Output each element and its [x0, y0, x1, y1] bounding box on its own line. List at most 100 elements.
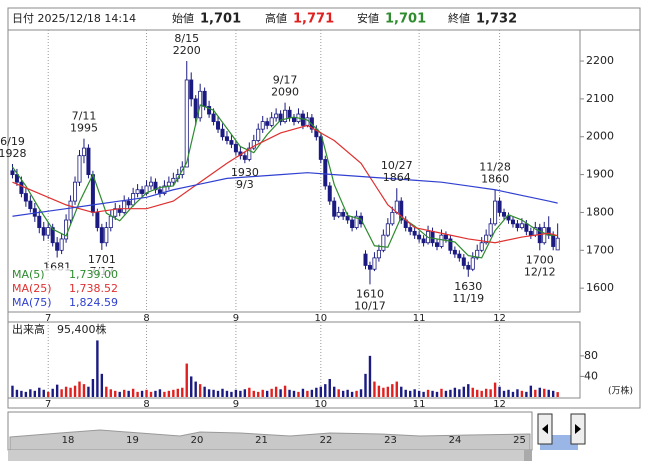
volume-bar: [234, 389, 238, 397]
header-value: 1,732: [476, 12, 517, 27]
candle-body: [193, 98, 198, 119]
y-tick-label: 1600: [586, 281, 614, 294]
annotation-date: 10/17: [354, 299, 386, 312]
navigator-label: 23: [384, 435, 397, 446]
candle-body: [73, 181, 78, 202]
candle-body: [318, 136, 323, 160]
volume-bar: [511, 391, 515, 397]
y-tick-label: 2000: [586, 130, 614, 143]
scrollbar-track[interactable]: [8, 450, 524, 461]
volume-bar: [382, 387, 385, 397]
volume-bar: [38, 387, 41, 397]
candle-body: [247, 147, 252, 160]
volume-unit: (万株): [608, 385, 633, 397]
volume-bar: [529, 385, 533, 397]
volume-bar: [431, 390, 434, 397]
candle-body: [519, 223, 524, 228]
candle-body: [55, 242, 60, 251]
candle-body: [555, 237, 560, 251]
volume-bar: [243, 389, 247, 397]
x-tick-label: 12: [493, 399, 506, 410]
volume-bar: [534, 389, 537, 397]
volume-latest: 95,400株: [57, 322, 107, 336]
volume-bar: [350, 391, 354, 397]
volume-bar: [377, 385, 381, 397]
volume-bar: [444, 390, 448, 397]
volume-bar: [203, 386, 206, 397]
candle-body: [417, 234, 422, 240]
volume-bar: [288, 389, 291, 397]
volume-bar: [33, 390, 37, 397]
candle-body: [10, 170, 15, 175]
volume-bar: [15, 389, 19, 397]
legend-value: 1,739.00: [69, 268, 118, 281]
volume-bar: [265, 390, 269, 397]
candle-body: [475, 249, 480, 259]
candle-body: [68, 200, 73, 221]
volume-bar: [498, 386, 501, 397]
volume-bar: [404, 389, 407, 397]
volume-bar: [467, 384, 470, 397]
volume-bar: [538, 387, 541, 397]
legend-value: 1,824.59: [69, 296, 118, 309]
x-tick-label: 7: [45, 313, 51, 324]
volume-bar: [239, 390, 242, 397]
volume-bar: [315, 387, 318, 397]
volume-bar: [225, 390, 229, 397]
annotation-date: 9/17: [273, 74, 298, 87]
annotation-value: 2090: [271, 86, 299, 99]
ma-line: [12, 124, 558, 244]
volume-bar: [64, 386, 68, 397]
volume-bar: [149, 391, 153, 397]
candle-body: [113, 208, 118, 217]
volume-bar: [55, 384, 59, 397]
candle-body: [502, 212, 507, 217]
candle-body: [274, 113, 279, 119]
x-tick-label: 8: [143, 313, 149, 324]
volume-bar: [458, 389, 461, 397]
price-panel: [7, 29, 581, 313]
candle-body: [77, 155, 82, 183]
annotation-value: 1928: [0, 147, 26, 160]
annotation-value: 1700: [526, 253, 554, 266]
x-tick-label: 9: [233, 313, 239, 324]
volume-bar: [91, 379, 95, 397]
volume-bar: [78, 381, 81, 397]
volume-bar: [136, 391, 139, 397]
volume-bar: [413, 389, 416, 397]
volume-bar: [176, 388, 180, 397]
x-tick-label: 8: [143, 399, 149, 410]
volume-bar: [60, 389, 63, 397]
volume-bar: [279, 389, 282, 397]
candle-body: [457, 253, 462, 259]
annotation-value: 1864: [383, 171, 411, 184]
header-label: 終値: [448, 11, 470, 25]
candle-body: [434, 242, 439, 247]
volume-bar: [476, 389, 479, 397]
candle-body: [327, 185, 332, 202]
volume-bar: [484, 388, 488, 397]
y-tick-label: 1700: [586, 243, 614, 256]
volume-bar: [440, 388, 443, 397]
volume-bar: [252, 390, 255, 397]
volume-bar: [301, 388, 305, 397]
volume-bar: [395, 381, 398, 397]
candle-body: [287, 109, 292, 119]
ma-line: [12, 172, 558, 217]
header-label: 始値: [172, 11, 194, 25]
volume-bar: [283, 385, 287, 397]
volume-bar: [105, 386, 108, 397]
volume-bar: [333, 386, 336, 397]
candle-body: [50, 227, 55, 244]
candle-body: [122, 200, 127, 213]
x-tick-label: 10: [314, 313, 327, 324]
navigator-label: 25: [513, 435, 526, 446]
volume-bar: [51, 388, 54, 397]
volume-bar: [69, 387, 72, 397]
candle-body: [140, 189, 145, 194]
volume-bar: [172, 389, 175, 397]
volume-bar: [525, 391, 528, 397]
volume-bar: [163, 391, 166, 397]
candle-body: [81, 147, 86, 157]
candle-body: [269, 117, 274, 126]
